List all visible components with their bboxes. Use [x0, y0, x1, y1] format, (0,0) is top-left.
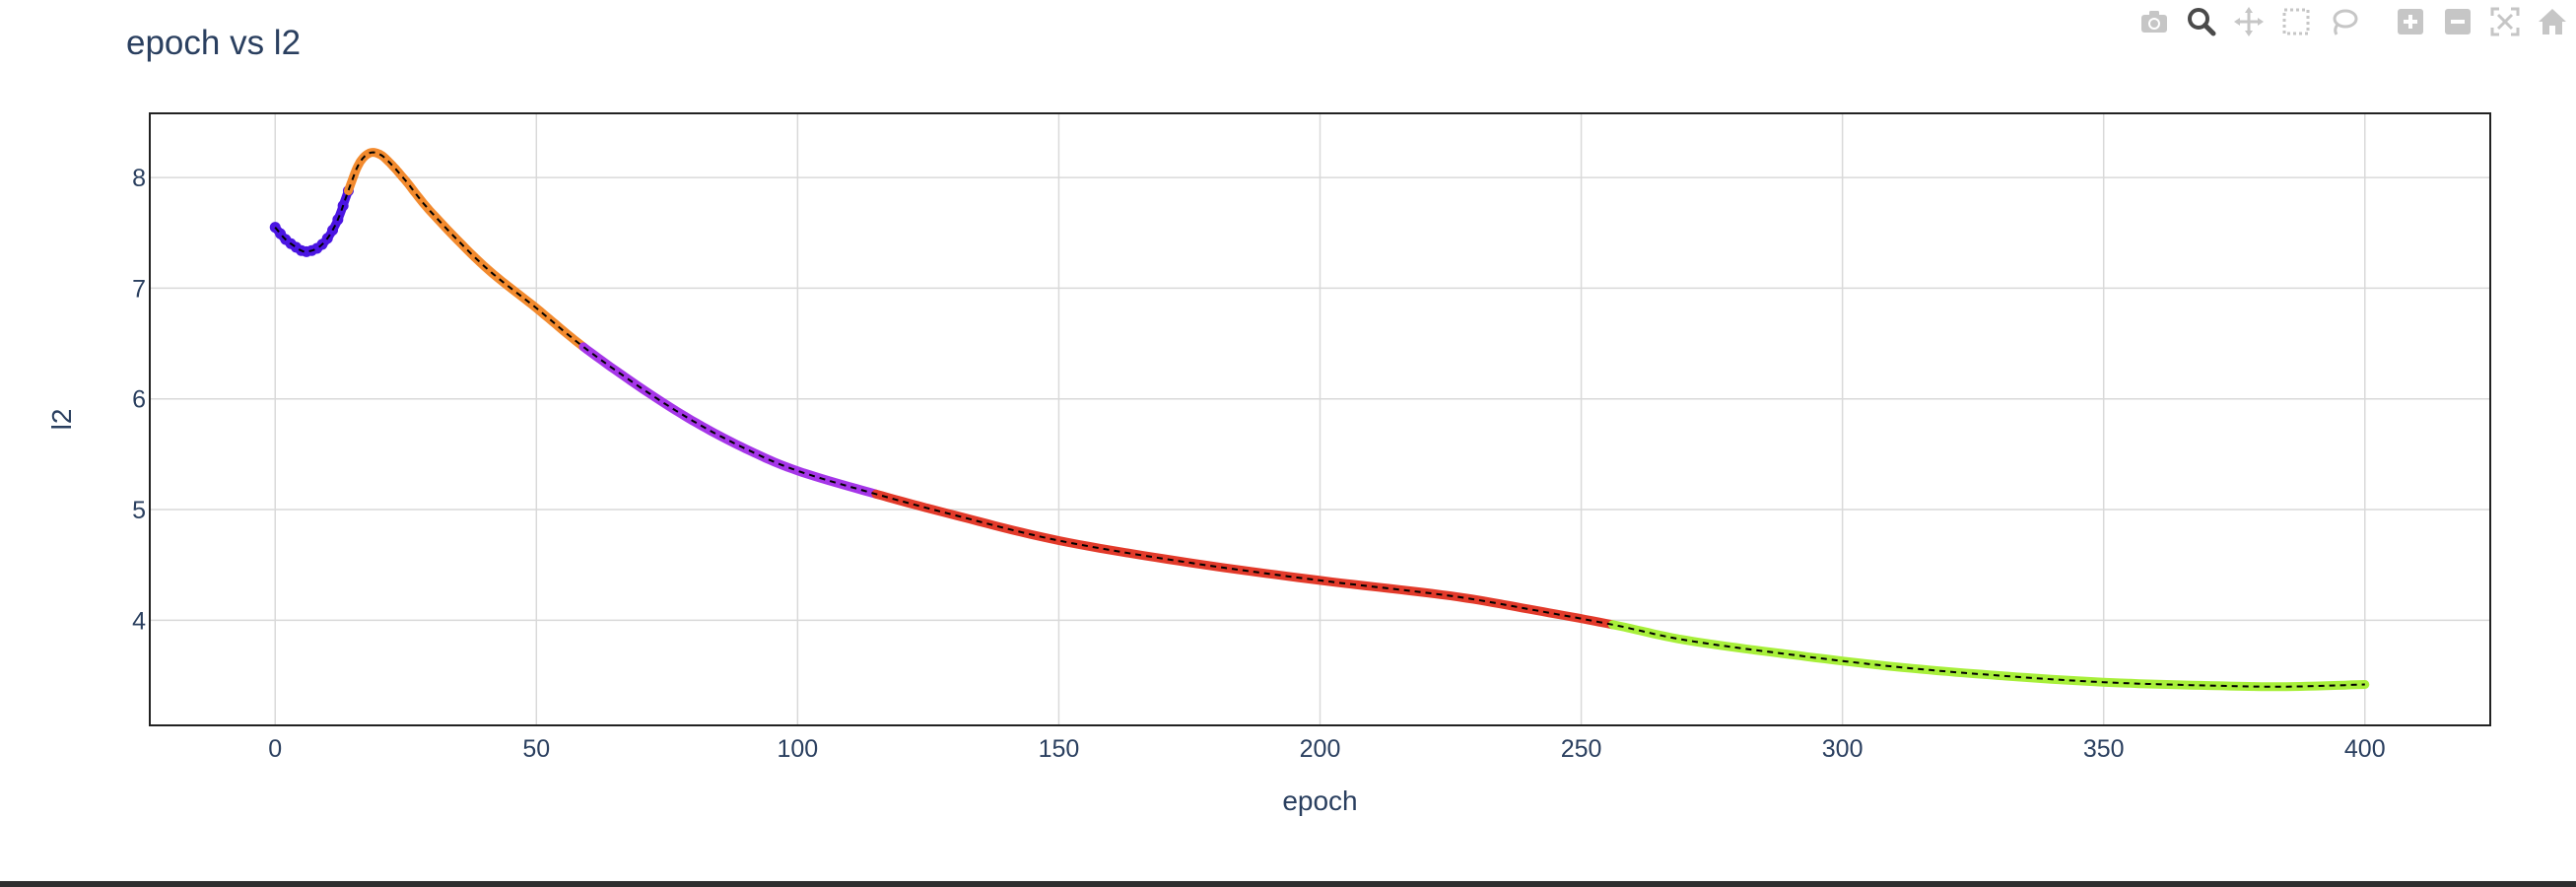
x-axis-title: epoch: [1282, 785, 1357, 816]
reset-axes-button[interactable]: [2531, 2, 2574, 41]
x-tick-label: 50: [522, 735, 550, 763]
lasso-select-button[interactable]: [2322, 2, 2365, 41]
tick-labels: 0 50 100 150 200 250 300 350 400 4 5 6 7 8: [132, 165, 2386, 763]
box-select-button[interactable]: [2274, 2, 2318, 41]
pan-button[interactable]: [2227, 2, 2271, 41]
plot-area[interactable]: [269, 148, 2370, 692]
x-tick-label: 350: [2083, 735, 2125, 763]
x-tick-label: 0: [268, 735, 282, 763]
camera-icon: [2141, 11, 2167, 33]
y-tick-label: 5: [132, 497, 146, 524]
home-icon: [2539, 9, 2566, 34]
zoom-in-button[interactable]: [2389, 2, 2432, 41]
chart-title: epoch vs l2: [126, 24, 301, 62]
dashed-overlay-line: [274, 151, 2365, 688]
grid-lines: [150, 113, 2490, 725]
zoom-out-button[interactable]: [2436, 2, 2479, 41]
y-tick-label: 8: [132, 165, 146, 192]
series-segment-2[interactable]: [344, 148, 588, 352]
autoscale-icon: [2490, 7, 2520, 36]
x-tick-label: 300: [1822, 735, 1864, 763]
pan-icon: [2234, 7, 2264, 36]
x-tick-label: 150: [1039, 735, 1080, 763]
series-segment-5[interactable]: [1607, 620, 2370, 692]
zoom-button[interactable]: [2180, 2, 2223, 41]
plot-frame: [149, 112, 2491, 726]
download-plot-button[interactable]: [2133, 2, 2176, 41]
x-tick-label: 100: [778, 735, 819, 763]
series-segment-3[interactable]: [578, 342, 881, 499]
bottom-divider: [0, 881, 2576, 887]
y-tick-label: 4: [132, 607, 146, 635]
y-tick-label: 6: [132, 386, 146, 414]
zoom-in-icon: [2398, 9, 2423, 34]
x-tick-label: 400: [2344, 735, 2386, 763]
y-tick-label: 7: [132, 275, 146, 303]
box-select-icon: [2282, 8, 2310, 35]
zoom-icon: [2188, 8, 2216, 36]
lasso-select-icon: [2333, 9, 2358, 35]
autoscale-button[interactable]: [2483, 2, 2527, 41]
modebar: [2133, 2, 2574, 41]
x-tick-label: 200: [1300, 735, 1341, 763]
x-tick-label: 250: [1561, 735, 1602, 763]
zoom-out-icon: [2445, 9, 2471, 34]
y-axis-title: l2: [46, 409, 77, 431]
